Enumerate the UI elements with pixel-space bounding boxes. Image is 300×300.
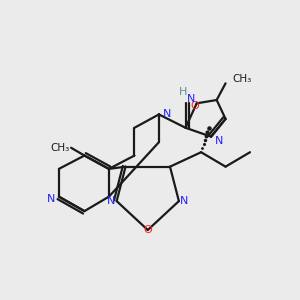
Text: N: N — [187, 94, 195, 104]
Text: O: O — [143, 225, 152, 235]
Text: N: N — [47, 194, 55, 204]
Text: O: O — [190, 100, 199, 111]
Text: N: N — [107, 196, 115, 206]
Text: CH₃: CH₃ — [50, 143, 70, 153]
Text: N: N — [163, 110, 171, 119]
Text: CH₃: CH₃ — [232, 74, 251, 84]
Text: H: H — [179, 87, 188, 97]
Text: N: N — [180, 196, 189, 206]
Text: N: N — [215, 136, 223, 146]
